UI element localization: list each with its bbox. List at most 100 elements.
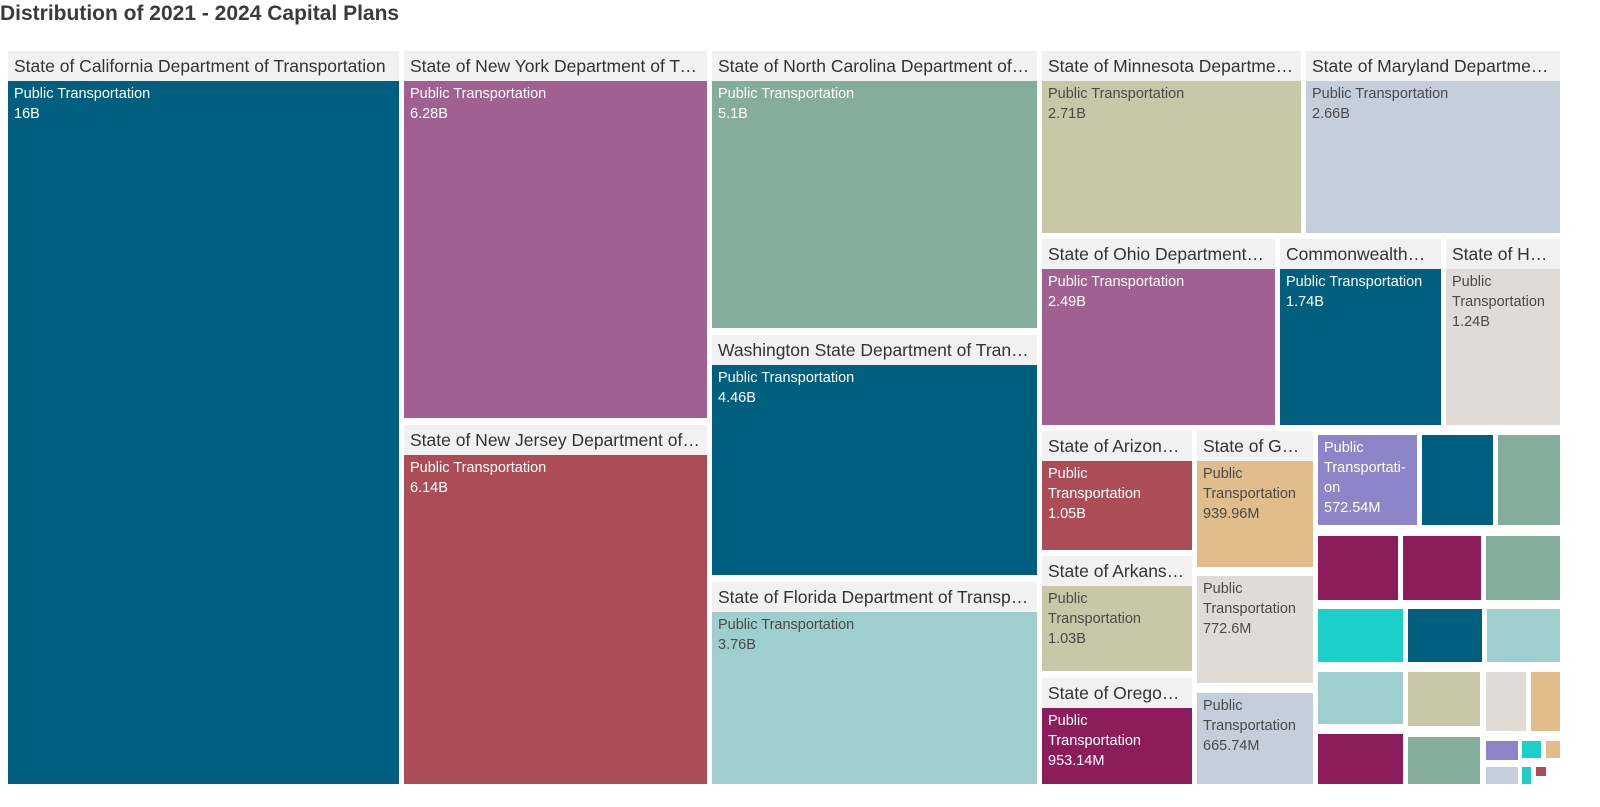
treemap-cell-label: Public Transportation 2.71B [1048, 84, 1297, 124]
cell-value-text: 772.6M [1203, 621, 1252, 637]
treemap-cell[interactable] [1422, 435, 1493, 525]
cell-value-text: 2.49B [1048, 294, 1086, 310]
treemap-cell[interactable]: Public Transportation 939.96M [1197, 461, 1313, 567]
cell-category-text: Public [1203, 581, 1243, 597]
cell-category-text: Public Transportation [718, 86, 855, 102]
treemap-cell[interactable] [1318, 609, 1403, 662]
treemap-cell[interactable]: Public Transportation 1.24B [1446, 269, 1560, 425]
cell-category-text: Public Transportation [410, 460, 547, 476]
cell-category-text: Transportation [1203, 601, 1296, 617]
treemap-cell-label: Public Transportation 953.14M [1048, 711, 1188, 771]
cell-category-text: Public [1048, 713, 1088, 729]
cell-value-text: 1.74B [1286, 294, 1324, 310]
treemap-cell[interactable]: Public Transportation 665.74M [1197, 693, 1313, 784]
cell-value-text: 953.14M [1048, 753, 1105, 769]
treemap-cell[interactable] [1486, 536, 1560, 600]
cell-category-text: Transportation [1048, 733, 1141, 749]
cell-category-text: Transportation [1452, 294, 1545, 310]
treemap-cell-label: Public Transportation 2.49B [1048, 272, 1271, 312]
treemap-group-header: State of Arkans… [1042, 556, 1192, 586]
cell-value-text: 3.76B [718, 637, 756, 653]
treemap-cell[interactable] [1318, 536, 1398, 600]
treemap-cell[interactable]: Public Transportation 2.71B [1042, 81, 1301, 233]
treemap-cell-label: Public Transportati-on 572.54M [1324, 438, 1413, 518]
treemap-cell[interactable]: Public Transportation 1.05B [1042, 461, 1192, 550]
cell-value-text: 572.54M [1324, 500, 1381, 516]
cell-category-text: Public [1048, 466, 1088, 482]
treemap-cell[interactable] [1522, 741, 1541, 758]
treemap-group-header: Commonwealth… [1280, 239, 1441, 269]
treemap-cell[interactable] [1531, 672, 1560, 731]
cell-category-text: Transportation [1203, 718, 1296, 734]
treemap-cell[interactable]: Public Transportation 1.03B [1042, 586, 1192, 671]
cell-value-text: 1.05B [1048, 506, 1086, 522]
cell-category-text: Public Transportation [718, 617, 855, 633]
treemap-cell-label: Public Transportation 4.46B [718, 368, 1033, 408]
treemap-cell[interactable] [1408, 609, 1482, 662]
treemap-cell[interactable]: Public Transportation 16B [8, 81, 399, 784]
treemap-cell[interactable]: Public Transportation 6.28B [404, 81, 707, 418]
cell-category-text: Public Transportation [718, 370, 855, 386]
treemap-cell-label: Public Transportation 6.28B [410, 84, 703, 124]
treemap-cell[interactable] [1408, 672, 1480, 726]
cell-value-text: 1.24B [1452, 314, 1490, 330]
treemap-group-header: State of California Department of Transp… [8, 51, 399, 81]
cell-value-text: 1.03B [1048, 631, 1086, 647]
treemap-cell[interactable] [1498, 435, 1560, 525]
treemap-cell[interactable]: Public Transportation 2.49B [1042, 269, 1275, 425]
treemap-cell-label: Public Transportation 1.03B [1048, 589, 1188, 649]
treemap-cell-label: Public Transportation 2.66B [1312, 84, 1556, 124]
cell-category-text: Public Transportation [1312, 86, 1449, 102]
treemap-cell[interactable] [1536, 767, 1546, 776]
treemap-group-header: State of New Jersey Department of… [404, 425, 707, 455]
treemap-cell[interactable]: Public Transportation 953.14M [1042, 708, 1192, 784]
treemap-cell[interactable] [1487, 609, 1560, 662]
treemap-cell[interactable] [1486, 672, 1526, 731]
treemap-cell[interactable]: Public Transportation 1.74B [1280, 269, 1441, 425]
treemap-cell[interactable]: Public Transportation 772.6M [1197, 576, 1313, 683]
cell-category-text: Public [1203, 698, 1243, 714]
cell-category-text: Public [1324, 440, 1364, 456]
cell-value-text: 6.28B [410, 106, 448, 122]
treemap-cell[interactable] [1408, 737, 1480, 784]
cell-category-text: Public Transportation [1048, 86, 1185, 102]
cell-category-text: Public Transportation [14, 86, 151, 102]
treemap-cell-label: Public Transportation 3.76B [718, 615, 1033, 655]
treemap-group-header: State of North Carolina Department of… [712, 51, 1037, 81]
treemap-cell[interactable]: Public Transportation 2.66B [1306, 81, 1560, 233]
treemap-cell-label: Public Transportation 772.6M [1203, 579, 1309, 639]
treemap-cell[interactable] [1318, 734, 1403, 784]
treemap-cell-label: Public Transportation 1.05B [1048, 464, 1188, 524]
treemap-group-header: State of Florida Department of Transp… [712, 582, 1037, 612]
treemap-cell[interactable]: Public Transportation 3.76B [712, 612, 1037, 784]
treemap-cell-label: Public Transportation 939.96M [1203, 464, 1309, 524]
cell-value-text: 6.14B [410, 480, 448, 496]
treemap-group-header: State of Ohio Department… [1042, 239, 1275, 269]
treemap-cell[interactable]: Public Transportation 6.14B [404, 455, 707, 784]
cell-value-text: 2.66B [1312, 106, 1350, 122]
cell-value-text: 665.74M [1203, 738, 1260, 754]
treemap-group-header: State of New York Department of Tr… [404, 51, 707, 81]
treemap-group-header: State of Arizon… [1042, 431, 1192, 461]
treemap-cell[interactable]: Public Transportation 4.46B [712, 365, 1037, 575]
cell-category-text: Public [1048, 591, 1088, 607]
treemap-cell-label: Public Transportation 1.74B [1286, 272, 1437, 312]
cell-category-text: Transportation [1048, 611, 1141, 627]
treemap-cell[interactable] [1318, 672, 1403, 724]
treemap-cell-label: Public Transportation 6.14B [410, 458, 703, 498]
chart-title: Distribution of 2021 - 2024 Capital Plan… [0, 2, 400, 25]
cell-category-text: Public Transportation [1286, 274, 1423, 290]
treemap-cell-label: Public Transportation 16B [14, 84, 395, 124]
treemap-cell[interactable]: Public Transportation 5.1B [712, 81, 1037, 328]
treemap-group-header: State of Ge… [1197, 431, 1313, 461]
treemap-cell-label: Public Transportation 1.24B [1452, 272, 1556, 332]
treemap-cell[interactable] [1486, 767, 1518, 784]
treemap-cell[interactable] [1403, 536, 1481, 600]
cell-value-text: 939.96M [1203, 506, 1260, 522]
treemap-cell[interactable] [1522, 767, 1531, 784]
treemap-cell[interactable] [1546, 741, 1560, 758]
treemap-cell[interactable]: Public Transportati-on 572.54M [1318, 435, 1417, 525]
cell-category-text: Public Transportation [1048, 274, 1185, 290]
treemap-cell[interactable] [1486, 741, 1518, 760]
cell-category-text: Public [1203, 466, 1243, 482]
